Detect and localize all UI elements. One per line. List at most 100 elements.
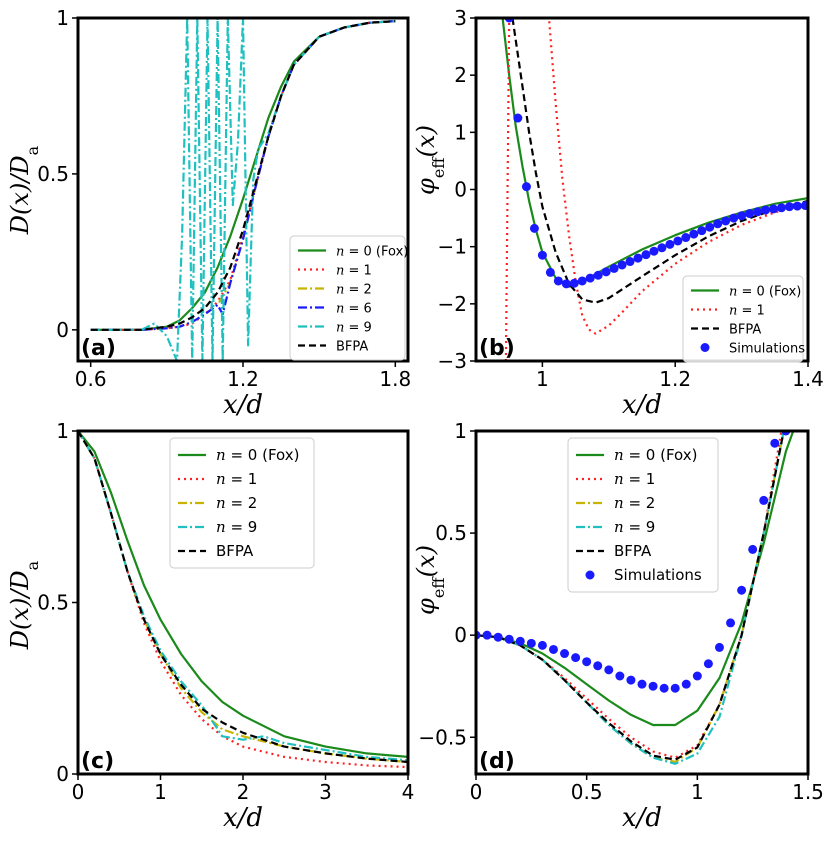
legend-label: BFPA: [729, 323, 761, 338]
data-point: [792, 201, 802, 211]
data-point: [513, 113, 523, 123]
series-bfpa-line: [78, 431, 408, 764]
x-axis-label: x/d: [223, 803, 263, 833]
y-tick-label: 2: [454, 63, 467, 87]
legend-label: n = 0 (Fox): [216, 446, 299, 464]
data-point: [721, 216, 731, 226]
legend-label: n = 1: [336, 264, 372, 279]
legend-item: BFPA: [298, 340, 368, 355]
data-point: [585, 273, 595, 283]
y-tick-label: 0: [454, 178, 467, 202]
data-point: [759, 495, 769, 505]
data-point: [593, 270, 603, 280]
legend-item: n = 2: [298, 283, 372, 298]
legend-frame: [289, 235, 406, 361]
data-point: [569, 278, 579, 288]
y-tick-label: −0.5: [418, 725, 467, 749]
series-n-0-fox-line: [501, 18, 808, 288]
x-tick-label: 1: [536, 367, 549, 391]
legend-marker: [585, 570, 595, 580]
legend-item: n = 0 (Fox): [178, 446, 299, 464]
y-tick-label: 1: [56, 419, 69, 443]
data-point: [657, 243, 667, 253]
data-point: [681, 679, 691, 689]
panel-d: 0 0.5 1 1.5 −0.5 0 0.5 1 x/d φeff(x) (d) n = 0 (Fox…: [412, 419, 824, 833]
x-tick-label: 1.5: [792, 780, 824, 804]
legend-label: n = 2: [336, 283, 372, 298]
legend-label: n = 0 (Fox): [336, 245, 408, 260]
legend-label: Simulations: [729, 342, 805, 357]
x-tick-label: 1.8: [379, 367, 411, 391]
data-point: [504, 634, 514, 644]
legend-label: BFPA: [216, 542, 254, 560]
y-tick-label: 1: [56, 6, 69, 30]
legend-item: BFPA: [576, 542, 652, 560]
data-point: [737, 211, 747, 221]
data-point: [748, 544, 758, 554]
x-tick-label: 1.2: [227, 367, 259, 391]
x-axis-label: x/d: [223, 390, 263, 420]
panel-label: (a): [81, 336, 116, 361]
legend-frame: [682, 275, 804, 363]
x-axis-label: x/d: [622, 803, 662, 833]
legend-label: n = 6: [336, 302, 372, 317]
y-axis-label: φeff(x): [412, 125, 448, 195]
legend-label: n = 1: [614, 470, 655, 488]
legend-label: n = 0 (Fox): [614, 446, 697, 464]
data-point: [713, 219, 723, 229]
data-point: [526, 638, 536, 648]
data-point: [692, 671, 702, 681]
x-tick-label: 1: [154, 780, 167, 804]
legend: n = 0 (Fox) n = 1 n = 2 n = 9 BFPA: [169, 437, 315, 569]
y-tick-label: 0: [56, 762, 69, 786]
series-n-9-line: [476, 431, 785, 765]
y-tick-label: 0: [454, 623, 467, 647]
legend-label: n = 9: [336, 321, 372, 336]
data-point: [753, 207, 763, 217]
data-point: [615, 671, 625, 681]
panel-label: (d): [479, 749, 515, 774]
y-tick-label: 1: [454, 419, 467, 443]
panel-label: (c): [81, 749, 114, 774]
data-point: [537, 250, 547, 260]
legend-frame: [169, 437, 315, 569]
data-point: [560, 649, 570, 659]
plot-area: [501, 18, 808, 361]
data-point: [800, 201, 808, 211]
data-point: [521, 182, 531, 192]
data-point: [553, 276, 563, 286]
panel-b: 1 1.2 1.4 −3 −2 −1 0 1 2 3 x/d φeff(x) (b) n = 0 (Fox…: [412, 6, 824, 420]
legend-marker: [700, 343, 710, 352]
data-point: [761, 205, 771, 215]
data-point: [784, 202, 794, 212]
data-point: [529, 223, 539, 233]
x-tick-label: 3: [319, 780, 332, 804]
series-simulations: [476, 431, 791, 693]
legend-label: n = 1: [729, 304, 765, 319]
y-tick-label: −1: [438, 235, 467, 259]
data-point: [515, 636, 525, 646]
data-point: [726, 618, 736, 628]
plot-area: [476, 431, 795, 765]
x-tick-label: 1.4: [792, 367, 824, 391]
data-point: [641, 250, 651, 260]
data-point: [537, 640, 547, 650]
legend-item: n = 2: [576, 494, 655, 512]
y-axis-label: D(x)/Da: [6, 145, 42, 235]
legend-item: n = 2: [178, 494, 257, 512]
data-point: [665, 239, 675, 249]
y-tick-label: 0.5: [37, 591, 69, 615]
data-point: [770, 438, 780, 448]
legend-label: n = 0 (Fox): [729, 285, 801, 300]
series-n-0-fox-line: [78, 431, 408, 758]
data-point: [729, 213, 739, 223]
y-axis-label: φeff(x): [412, 545, 448, 615]
data-point: [673, 236, 683, 246]
legend-label: BFPA: [614, 542, 652, 560]
series-n-9-line: [78, 431, 408, 762]
plot-area: [90, 18, 396, 361]
series-bfpa-line: [476, 431, 785, 761]
panel-label: (b): [479, 336, 515, 361]
legend-label: n = 1: [216, 470, 257, 488]
